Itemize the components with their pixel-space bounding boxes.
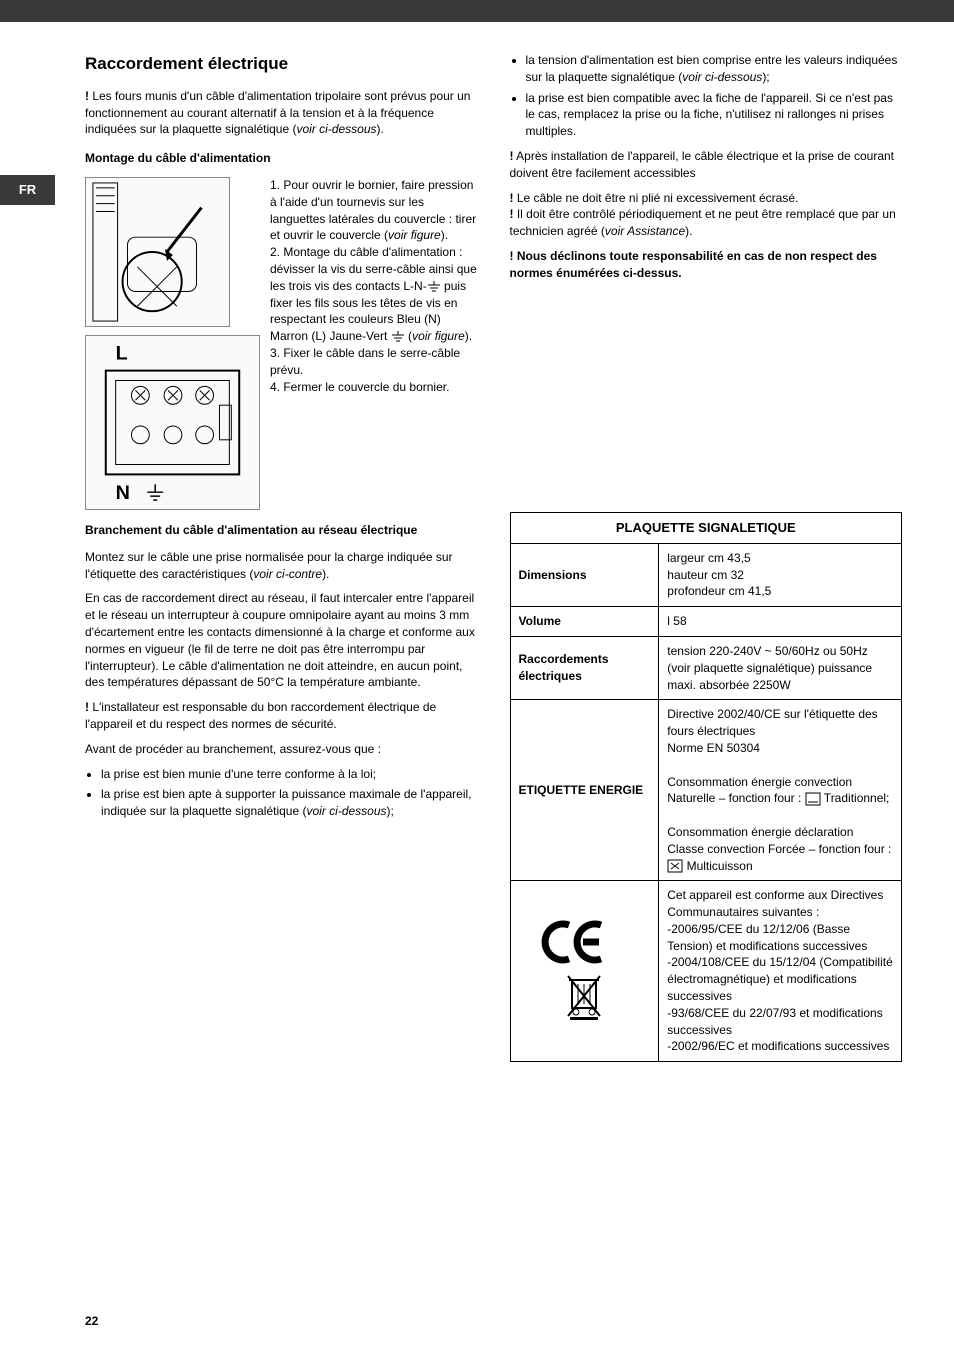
warn4: ! Nous déclinons toute responsabilité en… — [510, 248, 903, 282]
table-row: Raccordements électriques tension 220-24… — [510, 636, 902, 699]
text: Les fours munis d'un câble d'alimentatio… — [85, 89, 470, 137]
text: 3. Fixer le câble dans le serre-câble pr… — [270, 346, 460, 377]
bullet-item: la tension d'alimentation est bien compr… — [526, 52, 903, 86]
weee-bin-icon — [564, 972, 604, 1020]
left-bullets: la prise est bien munie d'une terre conf… — [85, 766, 478, 820]
text: Il doit être contrôlé périodiquement et … — [510, 207, 896, 238]
ref-italic: voir figure — [388, 228, 441, 242]
warn3: ! Il doit être contrôlé périodiquement e… — [510, 206, 903, 240]
row-label: Raccordements électriques — [510, 636, 659, 699]
earth-icon — [391, 331, 405, 343]
warn1: ! Après installation de l'appareil, le c… — [510, 148, 903, 182]
branch-p4: Avant de procéder au branchement, assure… — [85, 741, 478, 758]
branch-p3: ! L'installateur est responsable du bon … — [85, 699, 478, 733]
ref-italic: voir ci-dessous — [296, 122, 376, 136]
ref-italic: voir figure — [412, 329, 465, 343]
text: Le câble ne doit être ni plié ni excessi… — [514, 191, 799, 205]
bornier-svg — [88, 178, 226, 326]
ref-italic: voir Assistance — [605, 224, 685, 238]
diagram-bornier — [85, 177, 230, 327]
text: 4. Fermer le couvercle du bornier. — [270, 380, 449, 394]
row-value: Directive 2002/40/CE sur l'étiquette des… — [659, 700, 902, 881]
table-row: ETIQUETTE ENERGIE Directive 2002/40/CE s… — [510, 700, 902, 881]
row-label: Volume — [510, 607, 659, 637]
bullet-item: la prise est bien apte à supporter la pu… — [101, 786, 478, 820]
language-tab: FR — [0, 175, 55, 205]
branch-p1: Montez sur le câble une prise normalisée… — [85, 549, 478, 583]
branch-p2: En cas de raccordement direct au réseau,… — [85, 590, 478, 691]
mode-icon — [805, 792, 821, 806]
ref-italic: voir ci-dessous — [682, 70, 762, 84]
branch-heading: Branchement du câble d'alimentation au r… — [85, 522, 478, 539]
row-value: Cet appareil est conforme aux Directives… — [659, 881, 902, 1062]
earth-icon — [427, 281, 441, 293]
row-value: largeur cm 43,5 hauteur cm 32 profondeur… — [659, 543, 902, 606]
text: L'installateur est responsable du bon ra… — [85, 700, 436, 731]
right-bullets: la tension d'alimentation est bien compr… — [510, 52, 903, 140]
ref-italic: voir ci-dessous — [306, 804, 386, 818]
montage-row: L N — [85, 177, 478, 510]
plaquette-table: PLAQUETTE SIGNALETIQUE Dimensions largeu… — [510, 512, 903, 1063]
ref-italic: voir ci-contre — [253, 567, 322, 581]
page-number: 22 — [85, 1313, 98, 1330]
row-label: Dimensions — [510, 543, 659, 606]
text: ). — [322, 567, 329, 581]
bullet-item: la prise est bien compatible avec la fic… — [526, 90, 903, 140]
text: Après installation de l'appareil, le câb… — [510, 149, 895, 180]
intro-paragraph: ! Les fours munis d'un câble d'alimentat… — [85, 88, 478, 138]
table-row: Cet appareil est conforme aux Directives… — [510, 881, 902, 1062]
terminals-svg: L N — [86, 336, 259, 509]
text: ). — [685, 224, 692, 238]
row-label: ETIQUETTE ENERGIE — [510, 700, 659, 881]
earth-symbol — [147, 484, 163, 500]
bullet-item: la prise est bien munie d'une terre conf… — [101, 766, 478, 783]
label-N: N — [116, 482, 130, 504]
text: Consommation énergie déclaration Classe … — [667, 825, 891, 856]
text: ( — [405, 329, 412, 343]
text: ); — [387, 804, 394, 818]
label-L: L — [116, 343, 128, 365]
row-value: tension 220-240V ~ 50/60Hz ou 50Hz (voir… — [659, 636, 902, 699]
text: la prise est bien apte à supporter la pu… — [101, 787, 472, 818]
text: ). — [377, 122, 384, 136]
section-title: Raccordement électrique — [85, 52, 478, 76]
plaquette-title: PLAQUETTE SIGNALETIQUE — [510, 512, 902, 543]
right-column: la tension d'alimentation est bien compr… — [510, 52, 903, 1062]
table-row: Dimensions largeur cm 43,5 hauteur cm 32… — [510, 543, 902, 606]
text: Multicuisson — [683, 859, 752, 873]
row-value: l 58 — [659, 607, 902, 637]
diagram-stack: L N — [85, 177, 260, 510]
text: ); — [762, 70, 769, 84]
top-bar — [0, 0, 954, 22]
ce-mark-icon — [539, 917, 629, 967]
text: Directive 2002/40/CE sur l'étiquette des… — [667, 707, 877, 738]
mode-icon — [667, 859, 683, 873]
text: Traditionnel; — [821, 791, 890, 805]
table-row: Volume l 58 — [510, 607, 902, 637]
text: ). — [441, 228, 448, 242]
montage-text: 1. Pour ouvrir le bornier, faire pressio… — [270, 177, 478, 510]
left-column: Raccordement électrique ! Les fours muni… — [85, 52, 478, 1062]
diagram-terminals: L N — [85, 335, 260, 510]
text: ). — [465, 329, 472, 343]
ce-cell — [510, 881, 659, 1062]
warn2: ! Le câble ne doit être ni plié ni exces… — [510, 190, 903, 207]
text: Norme EN 50304 — [667, 741, 760, 755]
montage-heading: Montage du câble d'alimentation — [85, 150, 478, 167]
page-content: Raccordement électrique ! Les fours muni… — [0, 22, 954, 1092]
